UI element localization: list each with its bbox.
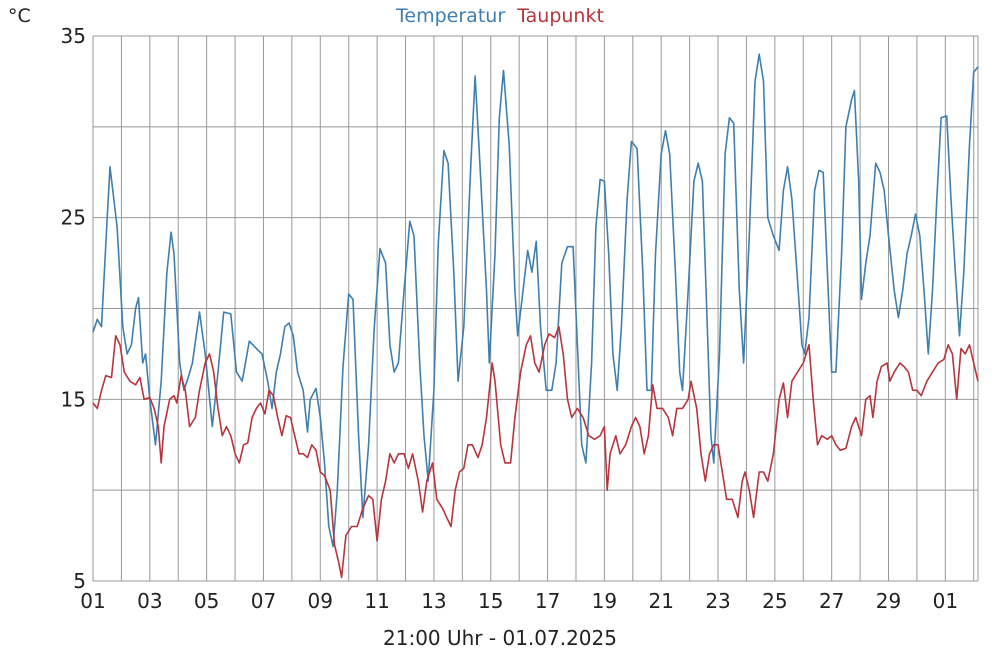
x-tick-label: 05 (194, 589, 219, 613)
x-tick-label: 23 (705, 589, 730, 613)
title-temperatur: Temperatur (395, 5, 505, 27)
x-tick-label: 29 (876, 589, 901, 613)
title-taupunkt: Taupunkt (516, 5, 604, 27)
x-tick-label: 09 (308, 589, 333, 613)
y-tick-label: 5 (73, 569, 86, 593)
x-tick-label: 21 (648, 589, 673, 613)
series-line-temperatur (92, 53, 979, 548)
x-tick-label: 13 (421, 589, 446, 613)
x-tick-label: 19 (592, 589, 617, 613)
x-tick-label: 01 (80, 589, 105, 613)
x-tick-label: 11 (364, 589, 389, 613)
x-tick-label: 25 (762, 589, 787, 613)
x-tick-label: 03 (137, 589, 162, 613)
chart-title: Temperatur Taupunkt (395, 5, 604, 27)
x-tick-label: 07 (251, 589, 276, 613)
chart-grid (92, 35, 979, 582)
chart-footer-timestamp: 21:00 Uhr - 01.07.2025 (383, 626, 617, 650)
x-tick-label: 15 (478, 589, 503, 613)
y-tick-label: 15 (61, 387, 86, 411)
y-unit-label: °C (8, 5, 31, 27)
y-tick-label: 35 (61, 24, 86, 48)
x-tick-label: 27 (819, 589, 844, 613)
chart-series (92, 53, 979, 579)
x-tick-labels: 01 03 05 07 09 11 13 15 17 19 21 23 25 27 29 01 (80, 589, 958, 613)
y-tick-labels: 5 15 25 35 (61, 24, 86, 593)
x-tick-label: 17 (535, 589, 560, 613)
y-tick-label: 25 (61, 206, 86, 230)
x-tick-label: 01 (933, 589, 958, 613)
series-line-taupunkt (92, 325, 979, 579)
